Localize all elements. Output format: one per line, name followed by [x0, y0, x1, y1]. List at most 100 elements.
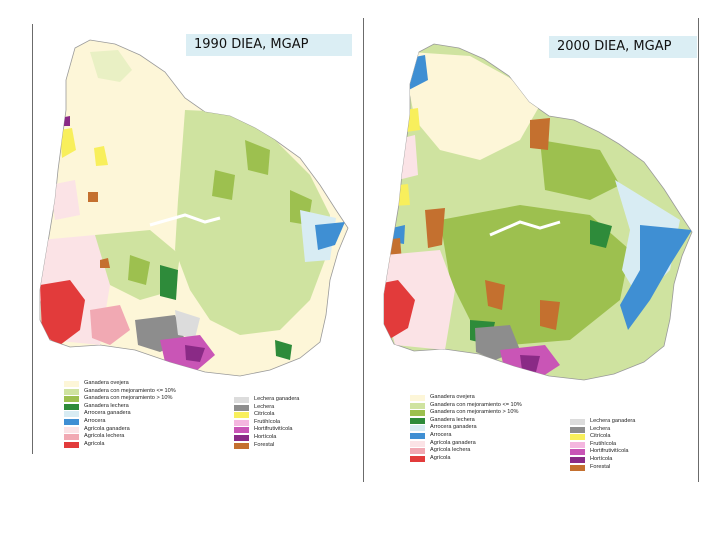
region-mejoramiento-low-east [175, 110, 330, 335]
legend-swatch [410, 425, 425, 432]
legend-item: Agrícola [64, 441, 214, 449]
legend-swatch [410, 432, 425, 439]
legend-label: Agrícola ganadera [84, 425, 130, 432]
legend-item: Lechera [234, 404, 334, 412]
legend-2000-right: Lechera ganadera Lechera Citrícola Fruti… [570, 418, 680, 471]
legend-swatch [410, 448, 425, 455]
legend-swatch [64, 396, 79, 403]
legend-swatch [570, 441, 585, 448]
legend-label: Agrícola lechera [430, 447, 471, 454]
legend-swatch [234, 434, 249, 441]
region-ovejera-north-2000 [408, 52, 540, 160]
legend-2000-left: Ganadera ovejera Ganadera con mejoramien… [410, 394, 560, 462]
legend-swatch [410, 440, 425, 447]
legend-label: Arrocera ganadera [430, 424, 477, 431]
legend-label: Agrícola lechera [84, 433, 125, 440]
legend-label: Hortícola [254, 433, 277, 440]
patch-agricola-lechera [90, 305, 130, 345]
legend-label: Lechera ganadera [590, 418, 636, 424]
legend-item: Ganadera ovejera [64, 380, 214, 388]
legend-label: Ganadera con mejoramiento <= 10% [84, 387, 176, 394]
legend-swatch [234, 397, 249, 403]
patch-lechera-ganadera-2 [275, 340, 292, 360]
legend-swatch [234, 419, 249, 426]
legend-swatch [410, 417, 425, 424]
legend-label: Arrocera [430, 431, 452, 438]
legend-item: Arrocera [410, 432, 560, 440]
legend-label: Forestal [590, 463, 611, 470]
legend-swatch [64, 441, 79, 448]
legend-item: Agrícola lechera [64, 433, 214, 441]
legend-label: Lechera ganadera [254, 396, 300, 402]
legend-label: Citrícola [254, 411, 275, 418]
legend-swatch [570, 434, 585, 441]
legend-item: Forestal [570, 464, 680, 472]
patch-forestal-south [540, 300, 560, 330]
legend-item: Agrícola ganadera [410, 440, 560, 448]
legend-label: Ganadera ovejera [84, 380, 129, 386]
patch-mejoramiento-high-1 [245, 140, 270, 175]
legend-label: Agrícola [84, 440, 105, 447]
legend-label: Ganadera lechera [430, 416, 475, 423]
patch-forestal-centre [485, 280, 505, 310]
patch-horticola-2000 [520, 355, 540, 372]
patch-citricola-2000 [390, 184, 410, 206]
legend-item: Agrícola ganadera [64, 426, 214, 434]
legend-item: Frutihícola [234, 419, 334, 427]
legend-swatch [410, 395, 425, 401]
legend-label: Forestal [254, 441, 275, 448]
legend-swatch [64, 418, 79, 425]
patch-forestal-west [425, 208, 445, 248]
legend-swatch [64, 381, 79, 387]
patch-lechera-ganadera-ne [590, 220, 612, 248]
legend-swatch [64, 411, 79, 418]
patch-arrocera-east [620, 225, 692, 330]
patch-citricola-north-2000 [405, 108, 420, 132]
patch-forestal-north [530, 118, 550, 150]
river-negro-1990 [149, 213, 221, 227]
legend-item: Hortifrutivitícola [570, 448, 680, 456]
legend-label: Hortifrutivitícola [254, 426, 293, 433]
legend-swatch [64, 403, 79, 410]
legend-item: Arrocera [64, 418, 214, 426]
legend-item: Forestal [234, 442, 334, 450]
region-light-north [90, 50, 132, 82]
patch-horticola-nw [60, 116, 70, 126]
legend-label: Agrícola ganadera [430, 439, 476, 446]
legend-item: Ganadera con mejoramiento > 10% [64, 395, 214, 403]
legend-item: Hortifrutivitícola [234, 426, 334, 434]
legend-label: Lechera [254, 403, 275, 410]
patch-agricola-ganadera-nw-2000 [395, 135, 418, 180]
legend-label: Hortifrutivitícola [590, 448, 629, 455]
patch-agricola-ganadera-nw [50, 180, 80, 220]
map-1990-uruguay [39, 39, 349, 377]
patch-mejoramiento-high-3 [212, 170, 235, 200]
legend-label: Ganadera con mejoramiento <= 10% [430, 401, 522, 408]
legend-swatch [570, 419, 585, 425]
legend-label: Frutihícola [254, 418, 281, 425]
patch-agricola-red [40, 280, 85, 345]
patch-mejoramiento-high-ne [540, 140, 620, 200]
legend-swatch [234, 412, 249, 419]
patch-forestal-1 [88, 192, 98, 202]
legend-swatch [570, 464, 585, 471]
legend-item: Agrícola [410, 455, 560, 463]
legend-swatch [234, 404, 249, 411]
legend-swatch [410, 410, 425, 417]
map-title-1990: 1990 DIEA, MGAP [186, 34, 352, 56]
legend-swatch [64, 434, 79, 441]
legend-label: Ganadera con mejoramiento > 10% [84, 395, 173, 402]
region-mejoramiento-high-2000 [440, 205, 630, 345]
map-title-2000: 2000 DIEA, MGAP [549, 36, 697, 58]
legend-item: Ganadera con mejoramiento <= 10% [64, 388, 214, 396]
patch-arrocera [315, 222, 345, 250]
legend-swatch [410, 455, 425, 462]
legend-1990-left: Ganadera ovejera Ganadera con mejoramien… [64, 380, 214, 448]
legend-item: Ganadera con mejoramiento > 10% [410, 409, 560, 417]
legend-label: Ganadera lechera [84, 402, 129, 409]
legend-item: Lechera ganadera [234, 396, 334, 404]
legend-label: Agrícola [430, 454, 451, 461]
legend-swatch [64, 388, 79, 395]
patch-agricola-red-2000 [384, 280, 415, 340]
